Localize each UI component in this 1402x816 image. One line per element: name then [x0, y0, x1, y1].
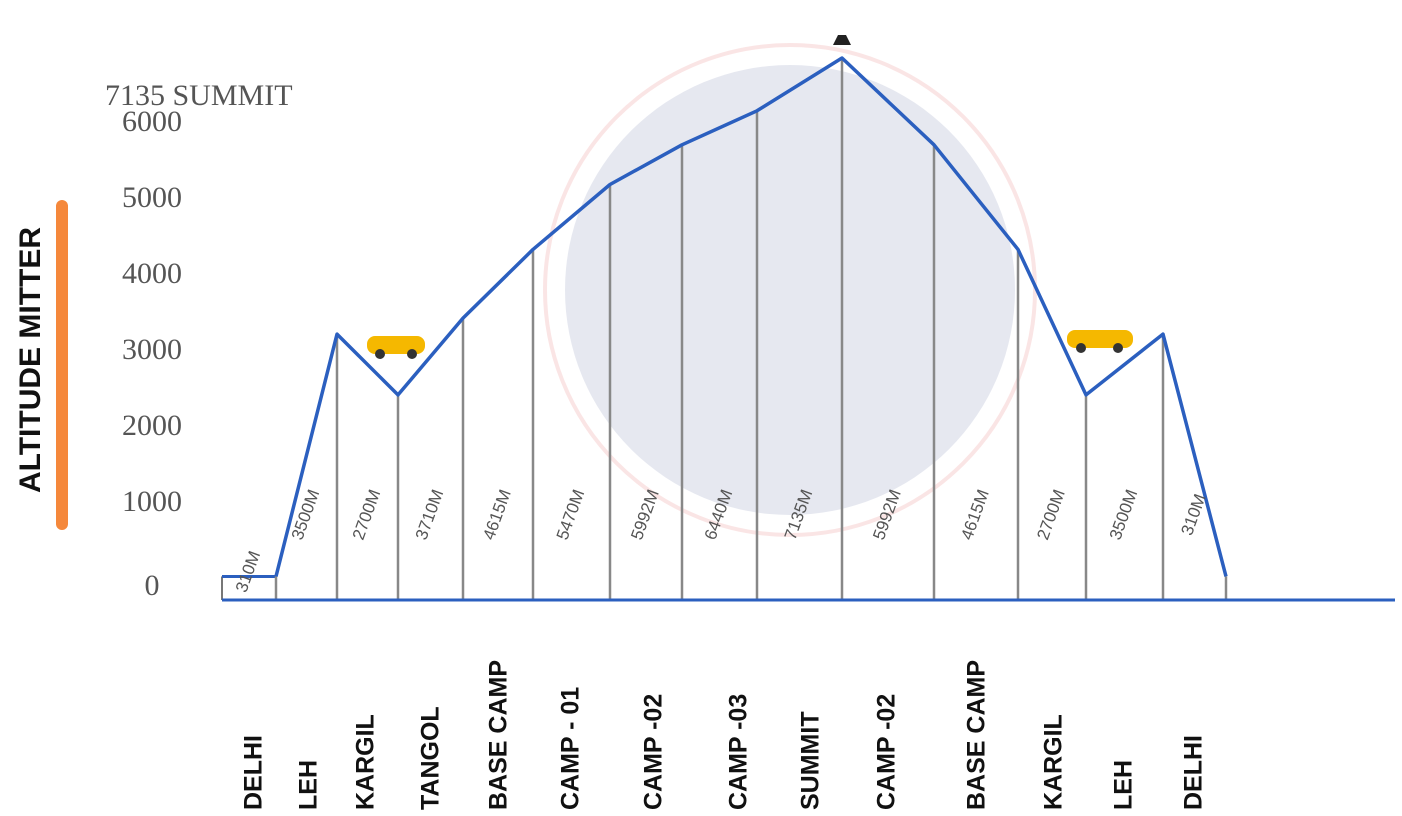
axis-accent	[56, 200, 68, 530]
x-tick-label: CAMP -02	[873, 694, 901, 810]
watermark	[543, 43, 1037, 537]
car	[367, 336, 425, 359]
car	[1067, 330, 1133, 353]
x-tick-label: CAMP -02	[640, 694, 668, 810]
x-tick-label: TANGOL	[417, 706, 445, 810]
y-tick-label: 6000	[122, 105, 182, 138]
x-tick-label: CAMP -03	[725, 694, 753, 810]
x-tick-label: KARGIL	[352, 714, 380, 810]
value-label: 2700M	[1033, 487, 1069, 542]
altitude-line	[274, 56, 1228, 577]
y-tick-label: 1000	[122, 485, 182, 518]
value-label: 4615M	[957, 487, 993, 542]
x-tick-label: LEH	[1110, 760, 1138, 810]
x-tick-label: DELHI	[240, 735, 268, 810]
value-label: 3500M	[1106, 487, 1142, 542]
y-tick-label: 0	[145, 569, 160, 602]
y-tick-label: 4000	[122, 257, 182, 290]
x-tick-label: BASE CAMP	[963, 660, 991, 810]
y-axis-title: ALTITUDE MITTER	[14, 227, 47, 493]
x-tick-label: DELHI	[1180, 735, 1208, 810]
y-tick-label: 3000	[122, 333, 182, 366]
y-tick-label: 7135 SUMMIT	[105, 79, 293, 112]
x-tick-label: CAMP - 01	[557, 687, 585, 810]
summit-flag	[833, 35, 851, 45]
y-tick-label: 5000	[122, 181, 182, 214]
x-tick-label: SUMMIT	[797, 711, 825, 810]
x-tick-label: BASE CAMP	[485, 660, 513, 810]
value-label: 2700M	[349, 487, 385, 542]
value-label: 3710M	[412, 487, 448, 542]
value-label: 5992M	[627, 487, 663, 542]
x-tick-label: KARGIL	[1040, 714, 1068, 810]
value-label: 5470M	[553, 487, 589, 542]
value-label: 4615M	[479, 487, 515, 542]
y-tick-label: 2000	[122, 409, 182, 442]
value-label: 310M	[232, 548, 264, 594]
value-label: 310M	[1177, 491, 1209, 537]
x-tick-label: LEH	[295, 760, 323, 810]
